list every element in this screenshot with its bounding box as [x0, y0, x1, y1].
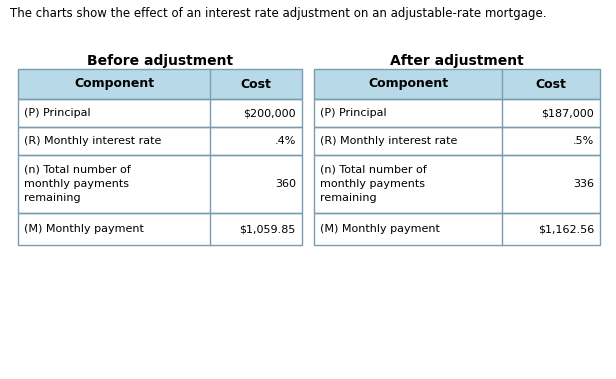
Text: (n) Total number of
monthly payments
remaining: (n) Total number of monthly payments rem…: [24, 165, 131, 203]
Text: After adjustment: After adjustment: [390, 54, 524, 68]
Bar: [314, 99, 600, 127]
Text: (M) Monthly payment: (M) Monthly payment: [320, 224, 440, 234]
Bar: [18, 213, 302, 245]
Text: (P) Principal: (P) Principal: [320, 108, 387, 118]
Bar: [314, 155, 600, 213]
Text: .4%: .4%: [275, 136, 296, 146]
Text: (M) Monthly payment: (M) Monthly payment: [24, 224, 144, 234]
Text: $1,059.85: $1,059.85: [240, 224, 296, 234]
Text: .5%: .5%: [573, 136, 594, 146]
Text: $187,000: $187,000: [541, 108, 594, 118]
Text: Component: Component: [368, 77, 448, 91]
Text: The charts show the effect of an interest rate adjustment on an adjustable-rate : The charts show the effect of an interes…: [10, 7, 546, 20]
Bar: [18, 69, 302, 99]
Text: Component: Component: [74, 77, 154, 91]
Text: $1,162.56: $1,162.56: [538, 224, 594, 234]
Text: (R) Monthly interest rate: (R) Monthly interest rate: [320, 136, 457, 146]
Bar: [314, 127, 600, 155]
Text: (P) Principal: (P) Principal: [24, 108, 91, 118]
Bar: [314, 69, 600, 99]
Bar: [18, 127, 302, 155]
Text: (R) Monthly interest rate: (R) Monthly interest rate: [24, 136, 161, 146]
Text: Before adjustment: Before adjustment: [87, 54, 233, 68]
Text: Cost: Cost: [241, 77, 272, 91]
Bar: [18, 69, 302, 99]
Text: $200,000: $200,000: [243, 108, 296, 118]
Bar: [314, 69, 600, 99]
Text: (n) Total number of
monthly payments
remaining: (n) Total number of monthly payments rem…: [320, 165, 427, 203]
Text: Cost: Cost: [535, 77, 567, 91]
Text: 360: 360: [275, 179, 296, 189]
Bar: [18, 155, 302, 213]
Bar: [18, 99, 302, 127]
Text: 336: 336: [573, 179, 594, 189]
Bar: [314, 213, 600, 245]
